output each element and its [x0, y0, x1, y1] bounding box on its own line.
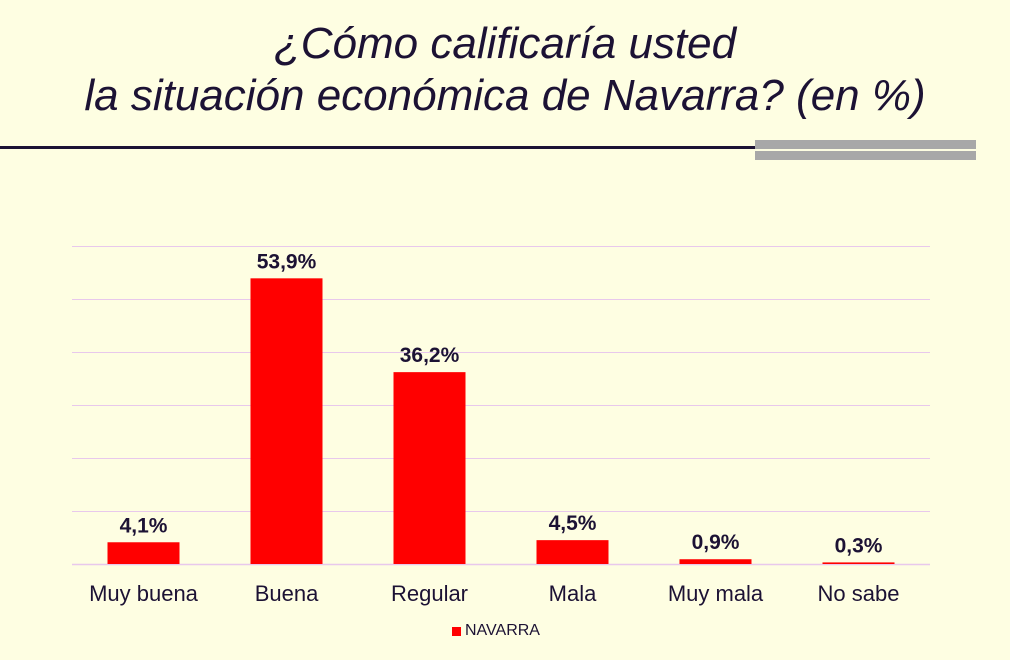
x-tick-label: Muy mala [668, 581, 764, 606]
x-tick-label: Muy buena [89, 581, 199, 606]
bar-buena [250, 278, 323, 564]
chart-title: ¿Cómo calificaría usted la situación eco… [0, 18, 1010, 122]
bar-mala [536, 540, 609, 564]
x-tick-label: Mala [549, 581, 597, 606]
data-label: 36,2% [400, 344, 460, 367]
bar-no-sabe [822, 562, 895, 564]
data-label: 0,9% [692, 531, 740, 554]
bar-muy-mala [679, 559, 752, 564]
bar-muy-buena [107, 542, 180, 564]
chart-legend: NAVARRA [452, 622, 540, 640]
data-label: 0,3% [835, 534, 883, 557]
x-tick-label: Buena [255, 581, 319, 606]
legend-label-navarra: NAVARRA [465, 622, 540, 639]
data-label: 4,1% [120, 514, 168, 537]
legend-swatch-navarra [452, 626, 461, 636]
data-label: 4,5% [549, 512, 597, 535]
x-tick-label: Regular [391, 581, 468, 606]
x-tick-label: No sabe [818, 581, 900, 606]
chart-title-line-1: ¿Cómo calificaría usted [273, 19, 737, 68]
title-accent-gap [755, 149, 976, 151]
title-underline [0, 146, 976, 149]
bar-regular [393, 372, 466, 564]
data-label: 53,9% [257, 250, 317, 273]
chart-title-line-2: la situación económica de Navarra? (en %… [84, 71, 926, 120]
